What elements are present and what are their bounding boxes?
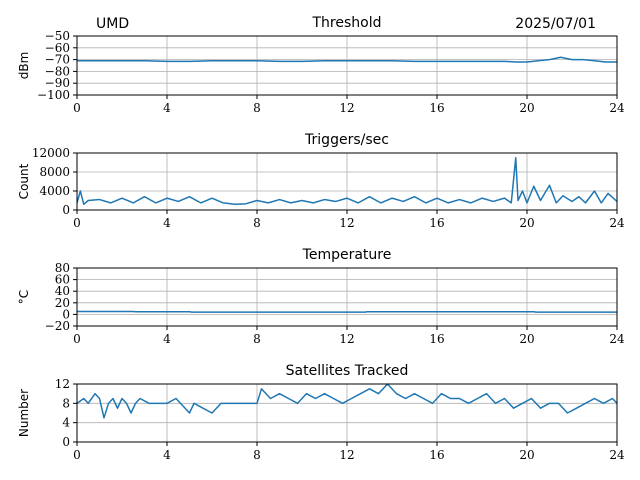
satellites-tracked-xtick-label: 16 <box>429 448 444 462</box>
triggers-sec-ytick-label: 4000 <box>39 184 70 198</box>
triggers-sec-series-line <box>76 157 618 206</box>
threshold-xtick-label: 4 <box>163 101 171 115</box>
satellites-tracked-xtick-label: 20 <box>519 448 534 462</box>
satellites-tracked-xtick-label: 12 <box>339 448 354 462</box>
triggers-sec-ylabel: Count <box>17 163 31 199</box>
satellites-tracked-xtick-label: 24 <box>609 448 625 462</box>
triggers-sec-xtick-label: 16 <box>429 216 444 230</box>
triggers-sec-panel: 0 4 8 12 16 20 24 12000 8000 4000 0 Triggers/sec Cou… <box>17 132 625 230</box>
temperature-series-line <box>77 310 617 313</box>
threshold-xtick-label: 8 <box>253 101 261 115</box>
satellites-tracked-ytick-label: 0 <box>62 435 70 449</box>
satellites-tracked-ytick-label: 4 <box>62 416 70 430</box>
temperature-ytick-label: 0 <box>62 307 70 321</box>
threshold-ylabel: dBm <box>17 52 31 80</box>
threshold-title: Threshold <box>312 15 382 31</box>
triggers-sec-xtick-label: 4 <box>163 216 171 230</box>
threshold-ytick-label: −70 <box>45 53 70 67</box>
temperature-xtick-label: 16 <box>429 332 444 346</box>
triggers-sec-xtick-label: 24 <box>609 216 625 230</box>
satellites-tracked-xtick-label: 8 <box>253 448 261 462</box>
satellites-tracked-series-line <box>76 383 618 419</box>
threshold-xtick-label: 0 <box>73 101 81 115</box>
date-label: 2025/07/01 <box>515 16 596 32</box>
triggers-sec-ytick-label: 8000 <box>39 165 70 179</box>
temperature-xtick-label: 20 <box>519 332 534 346</box>
temperature-axes-frame <box>76 267 618 327</box>
satellites-tracked-xtick-label: 4 <box>163 448 171 462</box>
satellites-tracked-ylabel: Number <box>17 389 31 437</box>
temperature-xtick-label: 24 <box>609 332 625 346</box>
temperature-xtick-label: 12 <box>339 332 354 346</box>
temperature-xtick-label: 4 <box>163 332 171 346</box>
temperature-xtick-label: 0 <box>73 332 81 346</box>
threshold-axes-frame <box>76 35 618 96</box>
threshold-xtick-label: 16 <box>429 101 444 115</box>
charts: 0 4 8 12 16 20 24 −50−60−70−80−90−100 Threshold d… <box>17 15 625 462</box>
satellites-tracked-ytick-label: 12 <box>55 377 70 391</box>
triggers-sec-xtick-label: 20 <box>519 216 534 230</box>
satellites-tracked-title: Satellites Tracked <box>286 363 409 379</box>
threshold-ytick-label: −60 <box>45 41 70 55</box>
threshold-xtick-label: 24 <box>609 101 625 115</box>
temperature-ytick-label: 80 <box>55 261 70 275</box>
threshold-xtick-label: 20 <box>519 101 534 115</box>
satellites-tracked-ytick-label: 8 <box>62 396 70 410</box>
triggers-sec-ytick-label: 0 <box>62 203 70 217</box>
threshold-xtick-label: 12 <box>339 101 354 115</box>
triggers-sec-xtick-label: 0 <box>73 216 81 230</box>
temperature-xtick-label: 8 <box>253 332 261 346</box>
triggers-sec-ytick-label: 12000 <box>32 146 70 160</box>
threshold-panel: 0 4 8 12 16 20 24 −50−60−70−80−90−100 Threshold d… <box>17 15 625 115</box>
threshold-ytick-label: −50 <box>45 29 70 43</box>
triggers-sec-axes-frame <box>76 152 618 211</box>
site-label: UMD <box>96 16 129 32</box>
temperature-ytick-label: 60 <box>55 273 70 287</box>
temperature-title: Temperature <box>302 247 392 263</box>
satellites-tracked-xtick-label: 0 <box>73 448 81 462</box>
temperature-ytick-label: 40 <box>55 284 70 298</box>
triggers-sec-xtick-label: 12 <box>339 216 354 230</box>
temperature-ytick-label: −20 <box>45 319 70 333</box>
threshold-series-line <box>77 56 617 63</box>
triggers-sec-title: Triggers/sec <box>304 132 389 148</box>
triggers-sec-xtick-label: 8 <box>253 216 261 230</box>
threshold-ytick-label: −100 <box>37 88 70 102</box>
threshold-ytick-label: −90 <box>45 76 70 90</box>
threshold-ytick-label: −80 <box>45 64 70 78</box>
satellites-tracked-axes-frame <box>76 383 618 443</box>
temperature-ytick-label: 20 <box>55 296 70 310</box>
temperature-ylabel: °C <box>17 290 31 304</box>
satellites-tracked-panel: 0 4 8 12 16 20 24 12 8 4 0 Satellites Tracked Number <box>17 363 625 462</box>
